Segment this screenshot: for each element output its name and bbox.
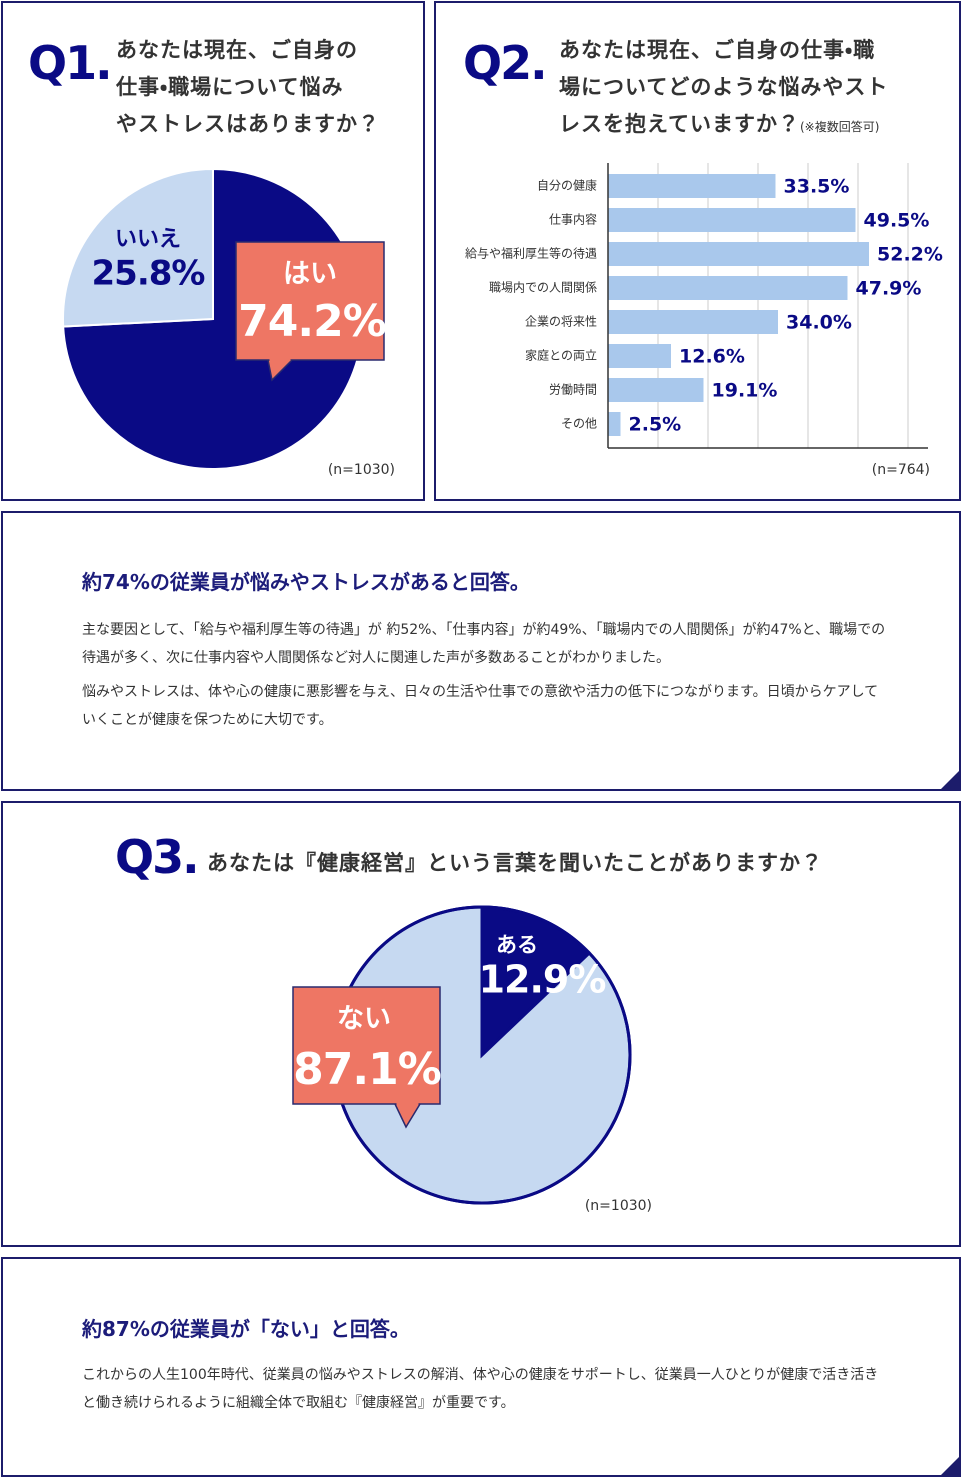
value-label: 52.2%	[877, 244, 943, 266]
bar	[608, 242, 869, 266]
slice-label: いいえ	[115, 227, 181, 252]
paragraph: これからの人生100年時代、従業員の悩みやストレスの解消、体や心の健康をサポート…	[82, 1367, 879, 1411]
sample-note: (n=764)	[872, 462, 930, 478]
y-tick-label: 仕事内容	[549, 213, 597, 227]
chart-title: あなたは現在、ご自身の仕事・職 場についてどのような悩みやスト レスを抱えていま…	[559, 38, 889, 136]
slice-value: 74.2%	[238, 296, 386, 347]
y-tick-label: その他	[561, 417, 597, 431]
value-label: 33.5%	[784, 176, 850, 198]
chart-title: あなたは『健康経営』という言葉を聞いたことがありますか？	[207, 851, 823, 875]
value-label: 2.5%	[629, 414, 682, 436]
heading: 約87%の従業員が「ない」と回答。	[82, 1317, 410, 1341]
pie-slice	[62, 167, 214, 328]
corner	[940, 1456, 960, 1476]
value-label: 34.0%	[786, 312, 852, 334]
bar	[608, 208, 856, 232]
panel-summary-2	[1, 1257, 961, 1477]
y-tick-label: 職場内での人間関係	[489, 281, 597, 295]
value-label: 47.9%	[856, 278, 922, 300]
heading: 約74%の従業員が悩みやストレスがあると回答。	[82, 570, 530, 594]
bar	[608, 174, 776, 198]
corner	[940, 770, 960, 790]
chart-title: あなたは現在、ご自身の 仕事・職場について悩み やストレスはありますか？	[116, 38, 380, 136]
slice-value: 25.8%	[92, 254, 205, 294]
bar	[608, 412, 621, 436]
value-label: 19.1%	[712, 380, 778, 402]
sample-note: (n=1030)	[585, 1198, 652, 1214]
title-note: (※複数回答可)	[799, 120, 880, 134]
slice-value: 12.9%	[479, 958, 606, 1002]
slice-label: はい	[283, 259, 337, 290]
panel-summary-1	[1, 511, 961, 791]
paragraph: 主な要因として、「給与や福利厚生等の待遇」が 約52%、「仕事内容」が約49%、…	[82, 622, 886, 666]
chart-title-wrap: あなたは現在、ご自身の仕事・職 場についてどのような悩みやスト レスを抱えていま…	[559, 32, 954, 146]
value-label: 12.6%	[679, 346, 745, 368]
slice-value: 87.1%	[293, 1044, 441, 1095]
y-tick-label: 給与や福利厚生等の待遇	[465, 246, 597, 261]
y-tick-label: 企業の将来性	[525, 315, 597, 329]
callout-joint	[269, 358, 291, 361]
q-label: Q3.	[115, 830, 200, 884]
y-tick-label: 労働時間	[549, 383, 597, 397]
value-label: 49.5%	[864, 210, 930, 232]
callout	[292, 986, 441, 1105]
bar	[608, 310, 778, 334]
callout-joint	[396, 1102, 419, 1105]
sample-note: (n=1030)	[328, 462, 395, 478]
slice-label: ない	[337, 1004, 391, 1035]
q-label: Q2.	[463, 36, 548, 90]
bar	[608, 344, 671, 368]
q-label: Q1.	[28, 36, 113, 90]
callout	[235, 241, 385, 361]
bar	[608, 276, 848, 300]
paragraph: 悩みやストレスは、体や心の健康に悪影響を与え、日々の生活や仕事での意欲や活力の低…	[82, 684, 879, 728]
slice-label: ある	[496, 933, 538, 957]
y-tick-label: 自分の健康	[537, 179, 597, 193]
y-tick-label: 家庭との両立	[525, 349, 597, 363]
bar	[608, 378, 704, 402]
